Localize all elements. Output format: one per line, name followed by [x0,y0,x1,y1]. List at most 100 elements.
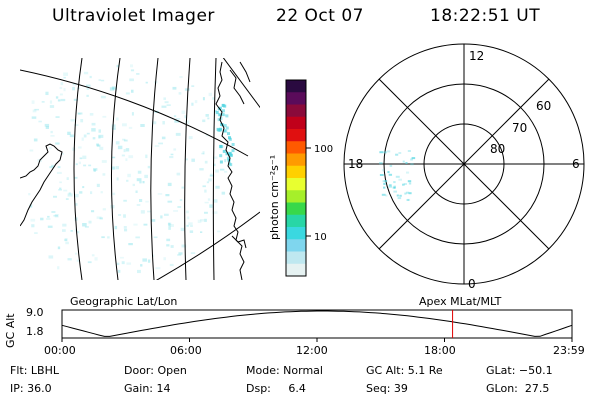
emission-speck [101,160,107,163]
emission-speck [78,161,81,165]
geographic-label: Geographic Lat/Lon [70,295,178,308]
emission-speck [225,152,229,156]
emission-speck [204,189,207,193]
emission-speck [407,150,411,152]
emission-speck [72,147,76,151]
emission-speck [177,254,182,256]
emission-speck [214,110,218,113]
ip-value: IP: 36.0 [10,382,52,395]
dsp-value: Dsp: 6.4 [246,382,306,395]
emission-speck [204,218,207,222]
colorbar-cell [286,129,306,142]
emission-speck [93,168,98,171]
emission-speck [170,245,174,248]
emission-speck [49,147,52,150]
mlt-label-6: 6 [572,157,580,171]
emission-speck [62,223,67,227]
emission-speck [174,119,180,123]
emission-speck [383,151,387,154]
emission-speck [228,137,232,141]
emission-speck [63,189,68,192]
emission-speck [118,214,122,216]
emission-speck [188,222,193,226]
emission-speck [405,191,410,194]
mlat-label-80: 80 [490,142,505,156]
emission-speck [157,193,163,195]
emission-speck [115,166,120,170]
emission-speck [190,225,193,227]
filter-value: Flt: LBHL [10,364,59,377]
emission-speck [383,182,386,185]
emission-speck [173,210,179,212]
emission-speck [70,230,73,232]
emission-speck [34,108,40,111]
emission-speck [38,120,42,123]
emission-speck [73,98,78,101]
emission-speck [79,191,83,194]
emission-speck [64,238,68,242]
emission-speck [181,244,187,248]
emission-speck [57,166,61,169]
colorbar-cell [286,227,306,240]
emission-speck [96,216,102,219]
emission-speck [222,149,226,153]
emission-speck [75,203,78,206]
emission-speck [200,219,205,222]
emission-speck [403,183,407,185]
emission-speck [70,119,76,122]
emission-speck [167,200,173,203]
emission-speck [74,193,79,198]
emission-speck [111,127,116,130]
emission-speck [385,194,388,197]
emission-speck [49,166,53,169]
emission-speck [177,206,182,208]
emission-speck [83,134,87,138]
emission-speck [55,96,59,99]
emission-speck [98,79,101,81]
emission-speck [411,157,416,160]
emission-speck [215,185,220,189]
emission-speck [181,110,186,114]
emission-speck [111,124,116,128]
emission-speck [136,73,140,75]
coastline-islands [229,61,251,249]
mlt-label-18: 18 [348,157,363,171]
emission-speck [147,165,151,169]
emission-speck [72,83,78,86]
sequence-value: Seq: 39 [366,382,408,395]
colorbar-cell [286,153,306,167]
emission-speck [123,149,126,153]
emission-speck [399,194,402,197]
emission-speck [169,156,174,159]
emission-speck [165,194,170,197]
emission-speck [152,121,157,125]
emission-speck [140,264,143,267]
emission-speck [168,222,171,227]
emission-speck [49,105,55,108]
emission-speck [31,100,35,104]
emission-speck [225,126,229,130]
emission-speck [151,219,156,222]
gain-value: Gain: 14 [124,382,171,395]
emission-speck [126,179,129,182]
emission-speck [98,134,104,138]
emission-speck [115,117,119,121]
mlt-label-0: 0 [468,277,476,291]
emission-speck [82,186,85,189]
meridian [73,58,83,280]
emission-speck [184,88,190,91]
emission-speck [116,177,119,181]
emission-speck [393,186,396,189]
emission-speck [83,71,89,75]
emission-speck [139,181,142,184]
emission-speck [164,213,169,216]
emission-speck [86,94,89,97]
emission-speck [50,135,55,137]
emission-speck [56,171,62,174]
emission-speck [191,158,195,162]
emission-speck [217,230,221,233]
geographic-map [20,58,260,280]
emission-speck [40,217,44,221]
emission-speck [186,224,189,227]
meridian [110,58,121,280]
